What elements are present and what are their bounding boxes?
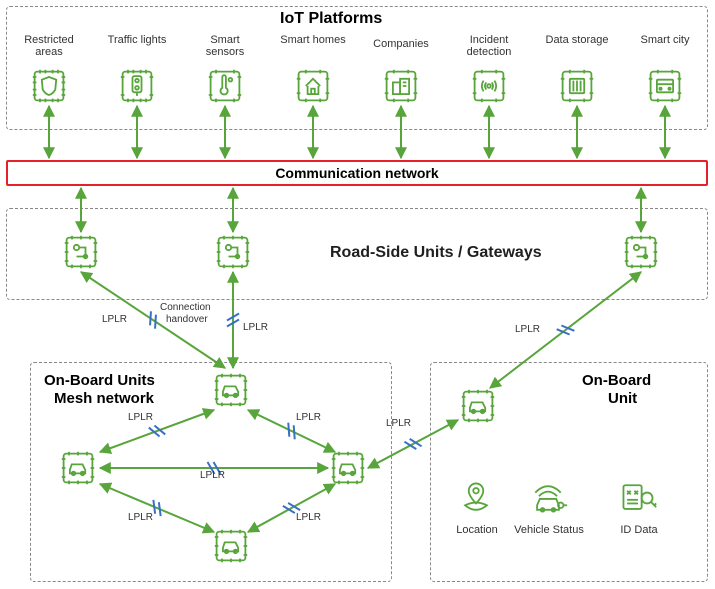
chip-obu-car [460, 388, 496, 424]
chip-data-storage [559, 68, 595, 104]
obu-single-title-2: Unit [608, 390, 637, 407]
iot-item-label: Data storage [542, 34, 612, 46]
sensor-label-vehicle-status: Vehicle Status [514, 524, 584, 536]
vehicle-status-icon [528, 478, 568, 518]
sensor-label-id-data: ID Data [604, 524, 674, 536]
chip-obu-car [213, 528, 249, 564]
obu-single-title-1: On-Board [582, 372, 651, 389]
obu-mesh-title-1: On-Board Units [44, 372, 155, 389]
chip-rsu [63, 234, 99, 270]
iot-platforms-title: IoT Platforms [280, 10, 382, 28]
chip-rsu [215, 234, 251, 270]
iot-item-label: Smart city [630, 34, 700, 46]
iot-item-label: Traffic lights [102, 34, 172, 46]
chip-traffic-lights [119, 68, 155, 104]
id-data-icon [618, 478, 658, 518]
chip-obu-car [330, 450, 366, 486]
rsu-title: Road-Side Units / Gateways [330, 244, 542, 262]
chip-smart-city [647, 68, 683, 104]
chip-smart-homes [295, 68, 331, 104]
svg-text:Connection: Connection [160, 302, 211, 313]
iot-item-label: Restricted areas [14, 34, 84, 58]
chip-incident-detection [471, 68, 507, 104]
svg-text:LPLR: LPLR [243, 322, 268, 333]
chip-rsu [623, 234, 659, 270]
location-icon [456, 478, 496, 518]
iot-item-label: Incident detection [454, 34, 524, 58]
chip-companies [383, 68, 419, 104]
obu-mesh-title-2: Mesh network [54, 390, 154, 407]
svg-text:LPLR: LPLR [515, 324, 540, 335]
svg-text:handover: handover [166, 314, 208, 325]
chip-obu-car [60, 450, 96, 486]
iot-item-label: Companies [366, 38, 436, 50]
iot-item-label: Smart homes [278, 34, 348, 46]
chip-smart-sensors [207, 68, 243, 104]
svg-text:LPLR: LPLR [102, 314, 127, 325]
sensor-label-location: Location [442, 524, 512, 536]
chip-obu-car [213, 372, 249, 408]
communication-network-bar: Communication network [6, 160, 708, 186]
chip-restricted-areas [31, 68, 67, 104]
iot-item-label: Smart sensors [190, 34, 260, 58]
